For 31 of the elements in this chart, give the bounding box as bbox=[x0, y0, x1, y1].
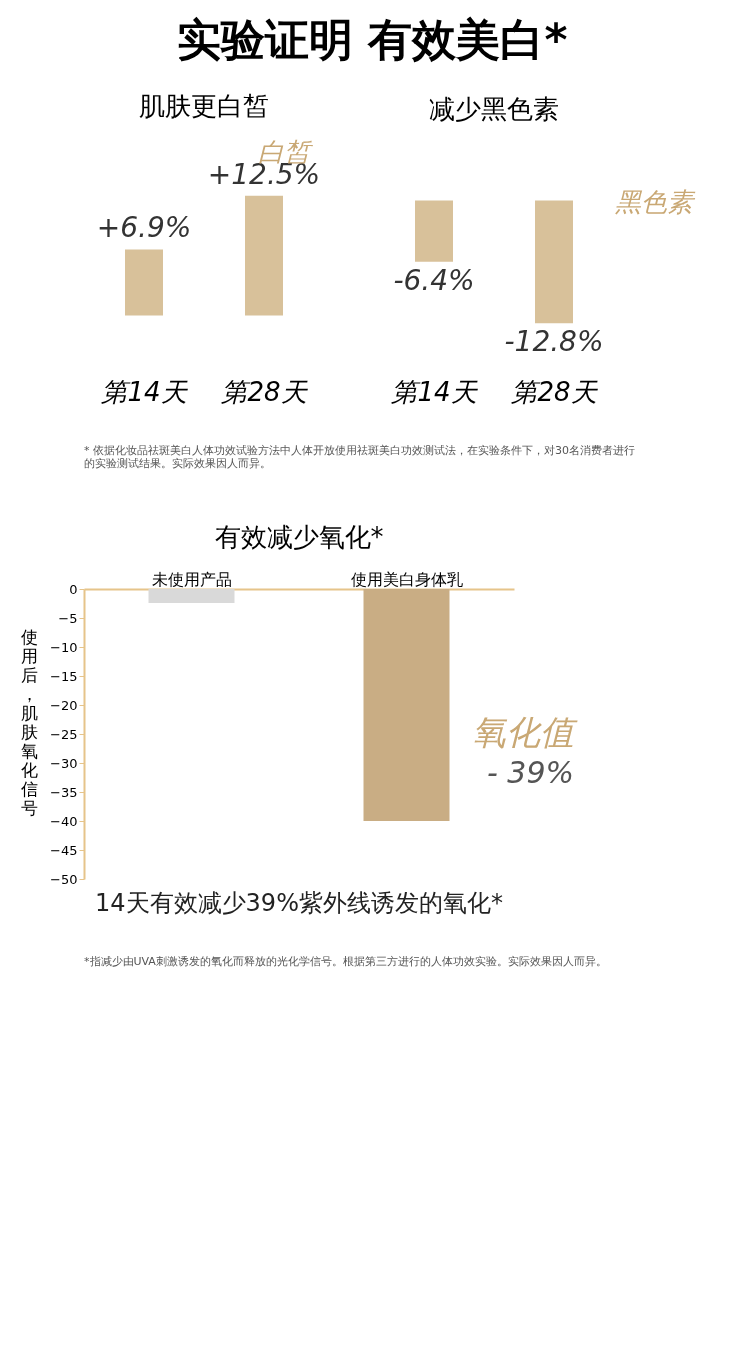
chart-title: 肌肤更白皙 bbox=[139, 91, 269, 121]
x-tick-label: 未使用产品 bbox=[151, 569, 232, 589]
y-tick-label: −10 bbox=[50, 639, 78, 655]
text: * 依据化妆品祛斑美白人体功效试验方法中人体开放使用祛斑美白功效测试法，在实验条件下，对30名消费者进行的实验测试结果。实际效果因人而异。 bbox=[84, 444, 635, 470]
x-axis-title: 14天有效减少39%紫外线诱发的氧化* bbox=[95, 889, 503, 917]
x-tick-label: 第28天 bbox=[511, 376, 598, 407]
text: 黑色素 bbox=[615, 187, 696, 217]
x-tick-label: 第14天 bbox=[101, 376, 188, 407]
y-tick-label: −50 bbox=[50, 871, 78, 887]
chart-title: 有效减少氧化* bbox=[214, 522, 384, 552]
y-tick-label: −45 bbox=[50, 842, 78, 858]
text: *指减少由UVA刺激诱发的氧化而释放的光化学信号。根据第三方进行的人体功效实验。实际效果因人而异。 bbox=[84, 955, 607, 968]
data-label: -6.4% bbox=[393, 263, 475, 297]
annotation: 氧化值 bbox=[472, 712, 578, 752]
x-tick-label: 第14天 bbox=[391, 376, 478, 407]
y-tick-label: −35 bbox=[50, 784, 78, 800]
data-label: +6.9% bbox=[96, 211, 192, 245]
x-tick-label: 第28天 bbox=[221, 376, 308, 407]
y-tick-label: −5 bbox=[58, 610, 78, 626]
y-tick-label: −20 bbox=[50, 697, 78, 713]
y-tick-label: −40 bbox=[50, 813, 78, 829]
y-tick-label: 0 bbox=[69, 581, 78, 597]
data-label: -12.8% bbox=[504, 325, 604, 359]
y-tick-label: −25 bbox=[50, 726, 78, 742]
annotation: - 39% bbox=[486, 755, 574, 790]
text: 使用后，肌肤氧化信号 bbox=[21, 626, 38, 818]
chart-title: 减少黑色素 bbox=[429, 94, 559, 124]
text: 实验证明 有效美白* bbox=[177, 14, 568, 65]
x-tick-label: 使用美白身体乳 bbox=[350, 569, 463, 589]
y-tick-label: −30 bbox=[50, 755, 78, 771]
y-tick-label: −15 bbox=[50, 668, 78, 684]
